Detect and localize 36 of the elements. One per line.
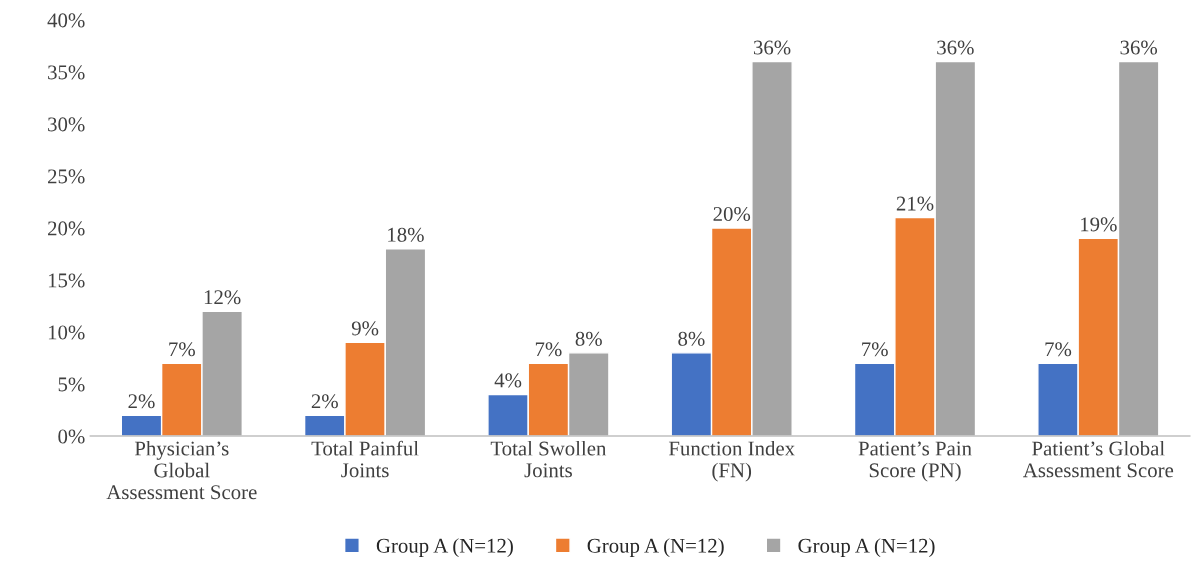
data-label: 8% xyxy=(678,331,705,346)
y-tick-label: 20% xyxy=(48,221,85,236)
data-label: 2% xyxy=(311,394,338,409)
y-tick-label: 15% xyxy=(48,273,85,288)
y-tick-label: 35% xyxy=(48,65,85,80)
data-label: 20% xyxy=(713,206,751,222)
y-tick-label: 40% xyxy=(47,13,85,28)
x-tick-label: Function Index (FN) xyxy=(668,440,795,482)
data-label: 18% xyxy=(388,227,424,242)
data-label: 36% xyxy=(937,40,974,55)
data-label: 21% xyxy=(896,196,934,211)
data-label: 9% xyxy=(351,321,379,336)
y-tick-label: 0% xyxy=(58,429,85,444)
data-label: 7% xyxy=(1045,342,1072,357)
data-label: 2% xyxy=(128,394,155,409)
legend-label: Group A (N=12) xyxy=(587,538,724,558)
x-tick-label: Patient’s Pain Score (PN) xyxy=(858,441,972,482)
data-label: 8% xyxy=(575,331,602,346)
x-tick-label: Total Painful Joints xyxy=(311,440,419,478)
data-label: 19% xyxy=(1081,217,1117,232)
legend-label: Group A (N=12) xyxy=(376,538,513,558)
y-tick-label: 10% xyxy=(48,325,85,340)
data-label: 36% xyxy=(753,40,791,55)
data-label: 12% xyxy=(204,290,241,305)
x-tick-label: Total Swollen Joints xyxy=(490,440,607,478)
y-tick-label: 30% xyxy=(48,117,85,132)
x-tick-label: Physician’s Global Assessment Score xyxy=(106,440,257,500)
legend-label: Group A (N=12) xyxy=(798,538,935,558)
x-tick-label: Patient’s Global Assessment Score xyxy=(1023,440,1174,478)
data-label: 7% xyxy=(862,342,888,357)
data-label: 7% xyxy=(169,342,195,357)
y-tick-label: 25% xyxy=(48,169,85,184)
y-tick-label: 5% xyxy=(58,377,85,392)
data-label: 36% xyxy=(1120,40,1158,55)
data-label: 4% xyxy=(494,373,522,388)
data-label: 7% xyxy=(535,342,562,357)
